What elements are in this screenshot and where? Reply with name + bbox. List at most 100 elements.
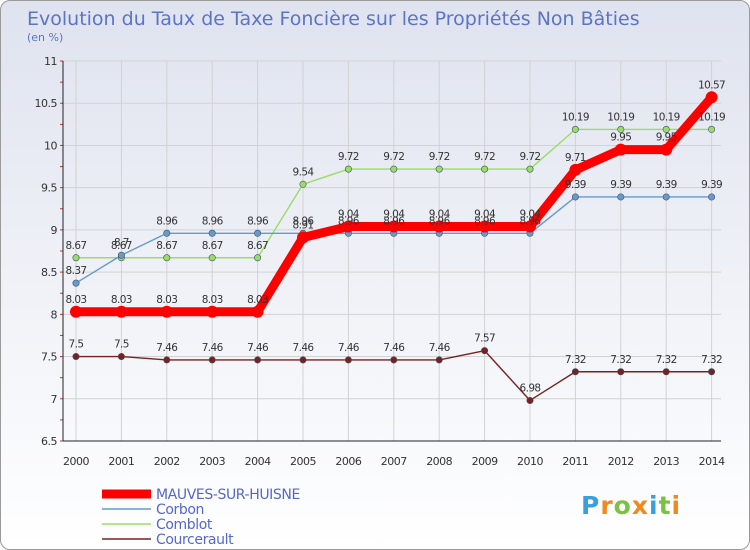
data-point-mauves-sur-huisne xyxy=(433,220,446,233)
data-labels: 7.5 7.5 7.46 7.46 7.46 7.46 7.46 7.46 7.46 7.57 6.… xyxy=(66,79,726,394)
data-point-corbon xyxy=(72,279,80,287)
data-point-mauves-sur-huisne xyxy=(660,143,673,156)
x-tick-label: 2006 xyxy=(335,455,361,468)
data-label-comblot: 8.67 xyxy=(156,240,177,252)
data-label-courcerault: 7.5 xyxy=(69,339,84,351)
data-point-courcerault xyxy=(662,368,670,376)
data-label-corbon: 9.39 xyxy=(610,179,631,191)
x-tick-label: 2008 xyxy=(426,455,452,468)
data-label-comblot: 9.72 xyxy=(338,151,359,163)
data-label-comblot: 9.72 xyxy=(429,151,450,163)
data-label-mauves-sur-huisne: 9.04 xyxy=(383,209,405,221)
data-label-courcerault: 7.46 xyxy=(293,342,315,354)
data-label-corbon: 8.96 xyxy=(293,215,315,227)
y-tick-label: 10 xyxy=(44,139,57,152)
y-tick-label: 11 xyxy=(44,55,57,68)
data-point-courcerault xyxy=(344,356,352,364)
data-point-courcerault xyxy=(708,368,716,376)
data-label-courcerault: 7.5 xyxy=(114,339,129,351)
x-tick-label: 2004 xyxy=(245,455,271,468)
logo-letter: i xyxy=(649,491,659,520)
data-label-comblot: 8.67 xyxy=(202,240,223,252)
data-point-mauves-sur-huisne xyxy=(569,163,582,176)
data-point-courcerault xyxy=(299,356,307,364)
data-label-courcerault: 6.98 xyxy=(520,382,541,394)
data-point-courcerault xyxy=(117,353,125,361)
data-point-comblot xyxy=(662,125,670,133)
legend: MAUVES-SUR-HUISNECorbonComblotCourceraul… xyxy=(102,487,300,548)
logo-letter: r xyxy=(600,491,614,520)
data-label-mauves-sur-huisne: 9.71 xyxy=(565,152,586,164)
data-point-courcerault xyxy=(526,396,534,404)
x-tick-label: 2005 xyxy=(290,455,316,468)
data-label-mauves-sur-huisne: 9.04 xyxy=(338,209,360,221)
x-tick-label: 2011 xyxy=(562,455,588,468)
data-label-courcerault: 7.46 xyxy=(156,342,178,354)
data-label-corbon: 8.96 xyxy=(338,215,360,227)
data-point-corbon xyxy=(708,193,716,201)
x-tick-label: 2007 xyxy=(381,455,407,468)
data-point-comblot xyxy=(435,165,443,173)
data-label-courcerault: 7.46 xyxy=(247,342,269,354)
y-tick-label: 9.5 xyxy=(41,182,57,195)
x-tick-label: 2001 xyxy=(108,455,134,468)
data-label-courcerault: 7.46 xyxy=(338,342,360,354)
y-tick-label: 9 xyxy=(51,224,58,237)
data-point-mauves-sur-huisne xyxy=(251,305,264,318)
data-point-corbon xyxy=(208,229,216,237)
legend-label-mauves-sur-huisne: MAUVES-SUR-HUISNE xyxy=(156,487,300,503)
gridlines xyxy=(63,60,721,442)
data-point-corbon xyxy=(117,251,125,259)
y-tick-label: 7 xyxy=(51,393,58,406)
data-label-comblot: 10.19 xyxy=(653,111,680,123)
data-point-comblot xyxy=(254,254,262,262)
data-point-mauves-sur-huisne xyxy=(115,305,128,318)
data-label-corbon: 9.39 xyxy=(656,179,677,191)
data-point-corbon xyxy=(571,193,579,201)
data-label-corbon: 9.39 xyxy=(565,179,586,191)
x-tick-label: 2010 xyxy=(517,455,543,468)
data-point-mauves-sur-huisne xyxy=(478,220,491,233)
data-label-comblot: 8.67 xyxy=(111,240,132,252)
data-point-comblot xyxy=(208,254,216,262)
data-label-comblot: 8.67 xyxy=(247,240,268,252)
data-label-corbon: 8.96 xyxy=(202,215,224,227)
data-label-courcerault: 7.46 xyxy=(202,342,224,354)
data-point-comblot xyxy=(344,165,352,173)
data-label-corbon: 8.96 xyxy=(383,215,405,227)
data-point-courcerault xyxy=(571,368,579,376)
data-point-corbon xyxy=(662,193,670,201)
data-point-corbon xyxy=(254,229,262,237)
data-label-corbon: 8.96 xyxy=(429,215,451,227)
data-point-courcerault xyxy=(208,356,216,364)
logo-letter: x xyxy=(631,491,649,520)
data-point-comblot xyxy=(299,180,307,188)
y-tick-label: 8.5 xyxy=(41,266,57,279)
data-label-courcerault: 7.57 xyxy=(474,333,495,345)
data-point-courcerault xyxy=(163,356,171,364)
logo-letter: i xyxy=(671,491,682,520)
data-label-comblot: 10.19 xyxy=(607,111,634,123)
data-label-courcerault: 7.32 xyxy=(656,354,677,366)
data-point-courcerault xyxy=(254,356,262,364)
x-tick-label: 2014 xyxy=(699,455,725,468)
data-point-courcerault xyxy=(435,356,443,364)
data-label-comblot: 10.19 xyxy=(698,111,725,123)
data-label-corbon: 8.7 xyxy=(114,237,129,249)
data-point-mauves-sur-huisne xyxy=(297,231,309,244)
data-point-mauves-sur-huisne xyxy=(387,220,400,233)
logo-letter: o xyxy=(613,491,632,520)
data-point-comblot xyxy=(526,165,534,173)
data-point-courcerault xyxy=(481,347,489,355)
data-label-courcerault: 7.32 xyxy=(610,354,631,366)
y-tick-label: 10.5 xyxy=(35,97,58,110)
data-label-corbon: 8.96 xyxy=(156,215,178,227)
series-points xyxy=(70,91,718,404)
data-label-mauves-sur-huisne: 9.04 xyxy=(520,209,542,221)
data-point-mauves-sur-huisne xyxy=(160,305,173,318)
data-point-comblot xyxy=(571,125,579,133)
y-tick-label: 7.5 xyxy=(41,351,57,364)
data-point-mauves-sur-huisne xyxy=(70,305,82,318)
